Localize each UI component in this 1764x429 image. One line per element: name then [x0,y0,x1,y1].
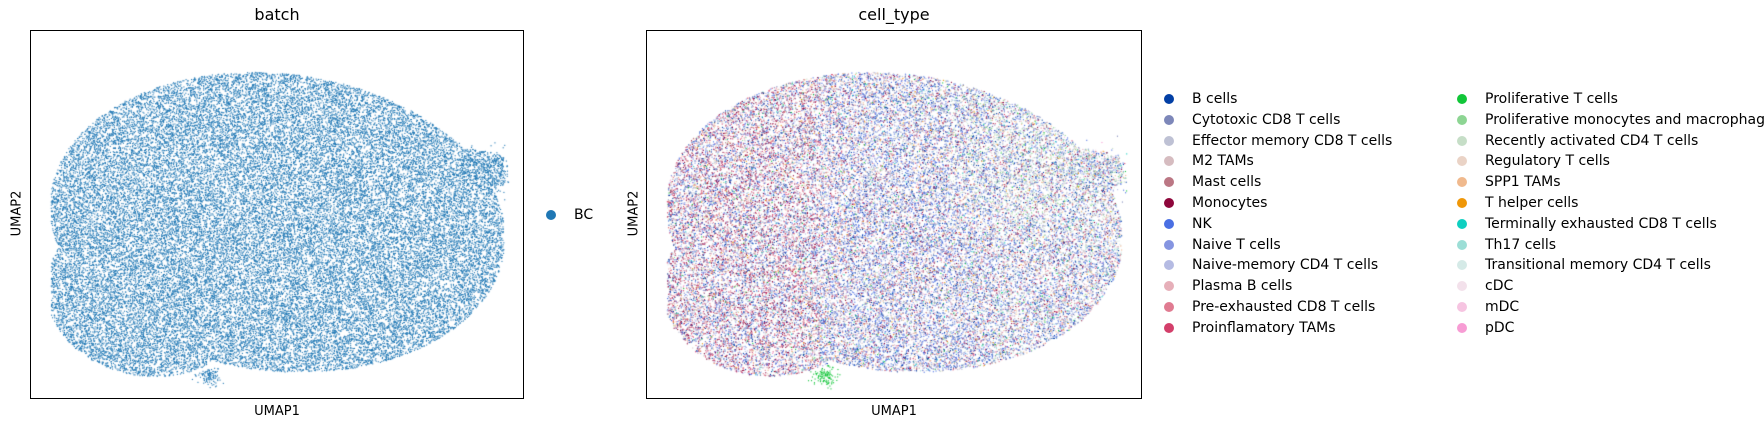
legend-label: Recently activated CD4 T cells [1485,132,1699,149]
legend-label: mDC [1485,299,1520,315]
legend-label: Transitional memory CD4 T cells [1485,257,1711,274]
legend-marker [1457,114,1467,125]
legend-marker [1457,94,1467,104]
scatter-plot-cell-type [646,30,1142,399]
legend-marker [1164,239,1174,250]
legend-marker [1164,198,1174,208]
legend-label: Pre-exhausted CD8 T cells [1192,299,1376,315]
legend-marker [1457,260,1467,271]
y-axis-label-cell-type: UMAP2 [626,190,642,237]
legend-label: Mast cells [1192,174,1262,191]
legend-label: cDC [1485,278,1514,295]
legend-label: Monocytes [1192,195,1268,211]
legend-marker [546,210,556,220]
legend-marker [1164,114,1174,125]
legend-marker [1457,239,1467,250]
legend-marker [1457,135,1467,146]
chart-title-cell-type: cell_type [858,5,930,24]
legend-label: Cytotoxic CD8 T cells [1192,111,1341,128]
legend-marker [1164,218,1174,229]
legend-label: pDC [1485,319,1515,336]
y-axis-label-batch: UMAP2 [9,190,25,237]
legend-marker [1164,322,1174,333]
legend-marker [1457,177,1467,188]
legend-label: Proliferative monocytes and macrophages [1485,111,1764,128]
legend-label: T helper cells [1485,195,1579,211]
legend-label: Proliferative T cells [1485,91,1618,107]
legend-marker [1164,281,1174,292]
legend-marker [1457,322,1467,333]
legend-marker [1164,177,1174,188]
legend-marker [1457,302,1467,312]
legend-label: Th17 cells [1485,236,1557,253]
x-axis-label-batch: UMAP1 [254,404,300,419]
legend-label: Naive-memory CD4 T cells [1192,257,1379,274]
scatter-plot-batch [30,30,524,399]
legend-marker [1164,156,1174,167]
legend-label: B cells [1192,91,1238,107]
legend-label: NK [1192,215,1212,232]
legend-marker [1164,135,1174,146]
legend-marker [1457,218,1467,229]
legend-marker [1457,156,1467,167]
legend-label: Effector memory CD8 T cells [1192,132,1393,149]
legend-label: M2 TAMs [1192,153,1254,170]
legend-label: Regulatory T cells [1485,153,1610,170]
umap-points-batch [31,31,523,398]
legend-label: BC [574,207,594,223]
legend-label: SPP1 TAMs [1485,174,1561,191]
legend-label: Proinflamatory TAMs [1192,319,1336,336]
legend-label: Naive T cells [1192,236,1281,253]
legend-marker [1457,281,1467,292]
legend-label: Terminally exhausted CD8 T cells [1485,215,1717,232]
legend-marker [1164,94,1174,104]
legend-marker [1164,302,1174,312]
legend-marker [1164,260,1174,271]
x-axis-label-cell-type: UMAP1 [871,404,917,419]
umap-points-cell-type [647,31,1141,398]
legend-label: Plasma B cells [1192,278,1293,295]
chart-title-batch: batch [254,5,300,24]
legend-marker [1457,198,1467,208]
